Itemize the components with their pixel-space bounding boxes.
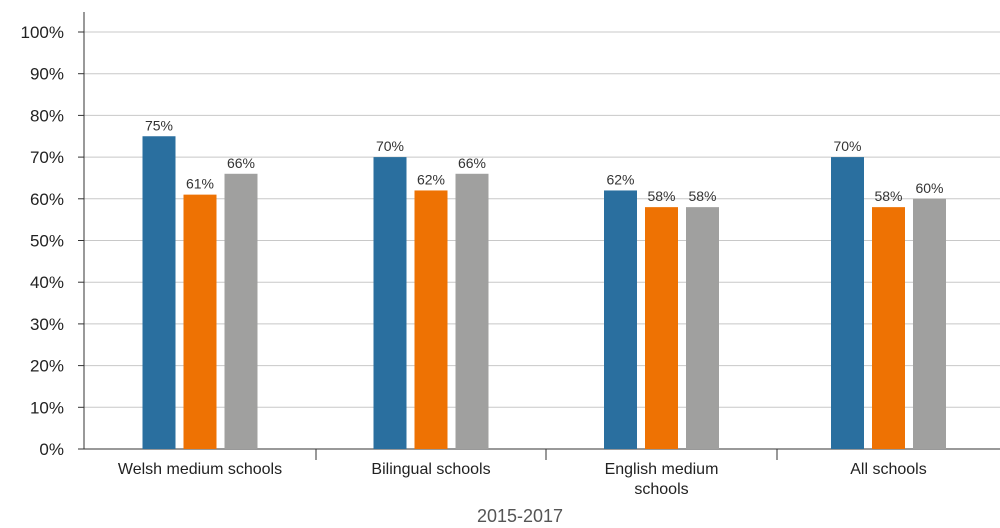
y-tick-label: 80% xyxy=(30,106,64,125)
y-tick-label: 90% xyxy=(30,65,64,84)
bar xyxy=(913,198,946,449)
x-category-label-line: Welsh medium schools xyxy=(118,461,282,478)
bar xyxy=(142,136,176,449)
labels: 0% 10% 20% 30% 40% 50% 60% 70% 80% 90% 100% 75% 61% 6… xyxy=(21,23,944,498)
x-category-label: Welsh medium schools xyxy=(118,461,282,478)
data-label: 66% xyxy=(227,155,255,171)
y-tick-label: 0% xyxy=(39,440,64,459)
bar xyxy=(686,207,719,449)
y-tick-label: 30% xyxy=(30,315,64,334)
bar xyxy=(373,157,407,449)
bar xyxy=(645,207,678,449)
data-label: 62% xyxy=(417,171,445,187)
bar xyxy=(224,173,258,449)
y-tick-label: 40% xyxy=(30,273,64,292)
x-category-label: English medium schools xyxy=(605,461,719,498)
y-tick-label: 50% xyxy=(30,232,64,251)
data-label: 66% xyxy=(458,155,486,171)
bar xyxy=(872,207,905,449)
y-tick-label: 10% xyxy=(30,398,64,417)
y-tick-label: 100% xyxy=(21,23,64,42)
x-category-label-line: English medium xyxy=(605,461,719,478)
y-tick-label: 70% xyxy=(30,148,64,167)
bar xyxy=(183,194,217,449)
bar xyxy=(604,190,637,449)
bar xyxy=(414,190,448,449)
x-category-label-line: schools xyxy=(634,481,688,498)
x-category-label-line: All schools xyxy=(850,461,926,478)
data-label: 70% xyxy=(376,138,404,154)
bar xyxy=(455,173,489,449)
x-category-label: All schools xyxy=(850,461,926,478)
x-axis-title: 2015-2017 xyxy=(477,506,563,526)
y-tick-label: 20% xyxy=(30,357,64,376)
data-label: 58% xyxy=(688,188,716,204)
x-category-label: Bilingual schools xyxy=(371,461,490,478)
bar xyxy=(831,157,864,449)
data-label: 58% xyxy=(647,188,675,204)
data-label: 62% xyxy=(606,171,634,187)
data-label: 58% xyxy=(874,188,902,204)
bars xyxy=(142,136,946,449)
data-label: 61% xyxy=(186,176,214,192)
data-label: 60% xyxy=(915,180,943,196)
y-tick-label: 60% xyxy=(30,190,64,209)
data-label: 70% xyxy=(833,138,861,154)
data-label: 75% xyxy=(145,117,173,133)
x-category-label-line: Bilingual schools xyxy=(371,461,490,478)
